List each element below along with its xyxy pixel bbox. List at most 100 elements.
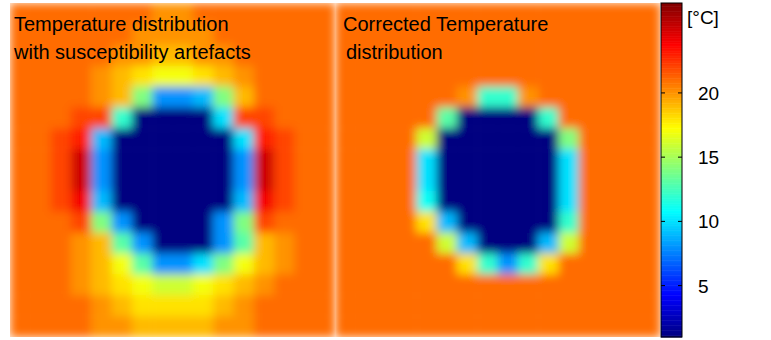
- heat-cell: [640, 233, 660, 254]
- heat-cell: [579, 149, 600, 170]
- heat-cell: [112, 316, 133, 337]
- heat-cell: [640, 316, 660, 337]
- heat-cell: [91, 295, 112, 316]
- heat-cell: [294, 295, 315, 316]
- heat-cell: [599, 212, 620, 233]
- heat-cell: [294, 274, 315, 295]
- heat-cell: [315, 66, 335, 87]
- heat-cell: [152, 316, 173, 337]
- heat-cell: [152, 128, 173, 149]
- heat-cell: [173, 316, 194, 337]
- heat-cell: [477, 212, 498, 233]
- heat-cell: [213, 233, 234, 254]
- heat-cell: [599, 128, 620, 149]
- heat-cell: [294, 128, 315, 149]
- heat-cell: [173, 107, 194, 128]
- heat-cell: [498, 128, 519, 149]
- heat-cell: [233, 295, 254, 316]
- heat-cell: [91, 149, 112, 170]
- heat-cell: [132, 316, 153, 337]
- heat-cell: [437, 66, 458, 87]
- heat-cell: [477, 107, 498, 128]
- heat-cell: [518, 107, 539, 128]
- heat-cell: [173, 170, 194, 191]
- heat-cell: [437, 128, 458, 149]
- heat-cell: [558, 191, 579, 212]
- heat-cell: [132, 128, 153, 149]
- heat-cell: [640, 254, 660, 275]
- heat-cell: [315, 233, 335, 254]
- heat-cell: [396, 316, 417, 337]
- heat-cell: [193, 128, 214, 149]
- heat-cell: [112, 233, 133, 254]
- heat-cell: [376, 295, 397, 316]
- heat-cell: [10, 254, 31, 275]
- heat-cell: [315, 107, 335, 128]
- heat-cell: [173, 87, 194, 108]
- heat-cell: [599, 45, 620, 66]
- heat-cell: [213, 107, 234, 128]
- heat-cell: [30, 295, 51, 316]
- heat-cell: [132, 295, 153, 316]
- heat-cell: [132, 66, 153, 87]
- heat-cell: [355, 149, 376, 170]
- heat-cell: [416, 295, 437, 316]
- heat-cell: [599, 191, 620, 212]
- heat-cell: [416, 170, 437, 191]
- heat-cell: [315, 128, 335, 149]
- heat-cell: [477, 149, 498, 170]
- heat-cell: [132, 274, 153, 295]
- heat-cell: [91, 107, 112, 128]
- heat-cell: [51, 149, 72, 170]
- heat-cell: [498, 107, 519, 128]
- heat-cell: [335, 233, 356, 254]
- heat-cell: [538, 170, 559, 191]
- heat-cell: [640, 212, 660, 233]
- heat-cell: [233, 316, 254, 337]
- heat-cell: [315, 149, 335, 170]
- heat-cell: [599, 295, 620, 316]
- heat-cell: [355, 170, 376, 191]
- heat-cell: [538, 45, 559, 66]
- heat-cell: [355, 212, 376, 233]
- heat-cell: [538, 254, 559, 275]
- heat-cell: [193, 107, 214, 128]
- heat-cell: [10, 212, 31, 233]
- heat-cell: [335, 316, 356, 337]
- heat-cell: [10, 149, 31, 170]
- heat-cell: [71, 170, 92, 191]
- heat-cell: [396, 274, 417, 295]
- heat-cell: [396, 66, 417, 87]
- heat-cell: [233, 274, 254, 295]
- heat-cell: [91, 128, 112, 149]
- heat-cell: [477, 45, 498, 66]
- heat-cell: [254, 295, 275, 316]
- heat-cell: [71, 316, 92, 337]
- heat-cell: [498, 149, 519, 170]
- heat-cell: [30, 170, 51, 191]
- heat-cell: [457, 87, 478, 108]
- heat-cell: [335, 212, 356, 233]
- heat-cell: [619, 316, 640, 337]
- plot-area: [10, 3, 335, 337]
- heat-cell: [619, 233, 640, 254]
- heat-cell: [274, 316, 295, 337]
- heat-cell: [599, 254, 620, 275]
- heat-cell: [437, 274, 458, 295]
- heat-cell: [173, 254, 194, 275]
- heat-cell: [457, 170, 478, 191]
- heat-cell: [233, 66, 254, 87]
- heat-cell: [558, 149, 579, 170]
- heat-cell: [132, 254, 153, 275]
- heat-cell: [294, 3, 315, 24]
- heat-cell: [51, 295, 72, 316]
- heat-cell: [437, 212, 458, 233]
- heat-cell: [152, 212, 173, 233]
- heat-cell: [538, 316, 559, 337]
- heat-cell: [640, 149, 660, 170]
- heat-cell: [376, 66, 397, 87]
- heat-cell: [477, 191, 498, 212]
- heat-cell: [71, 254, 92, 275]
- heat-cell: [376, 191, 397, 212]
- heat-cell: [498, 87, 519, 108]
